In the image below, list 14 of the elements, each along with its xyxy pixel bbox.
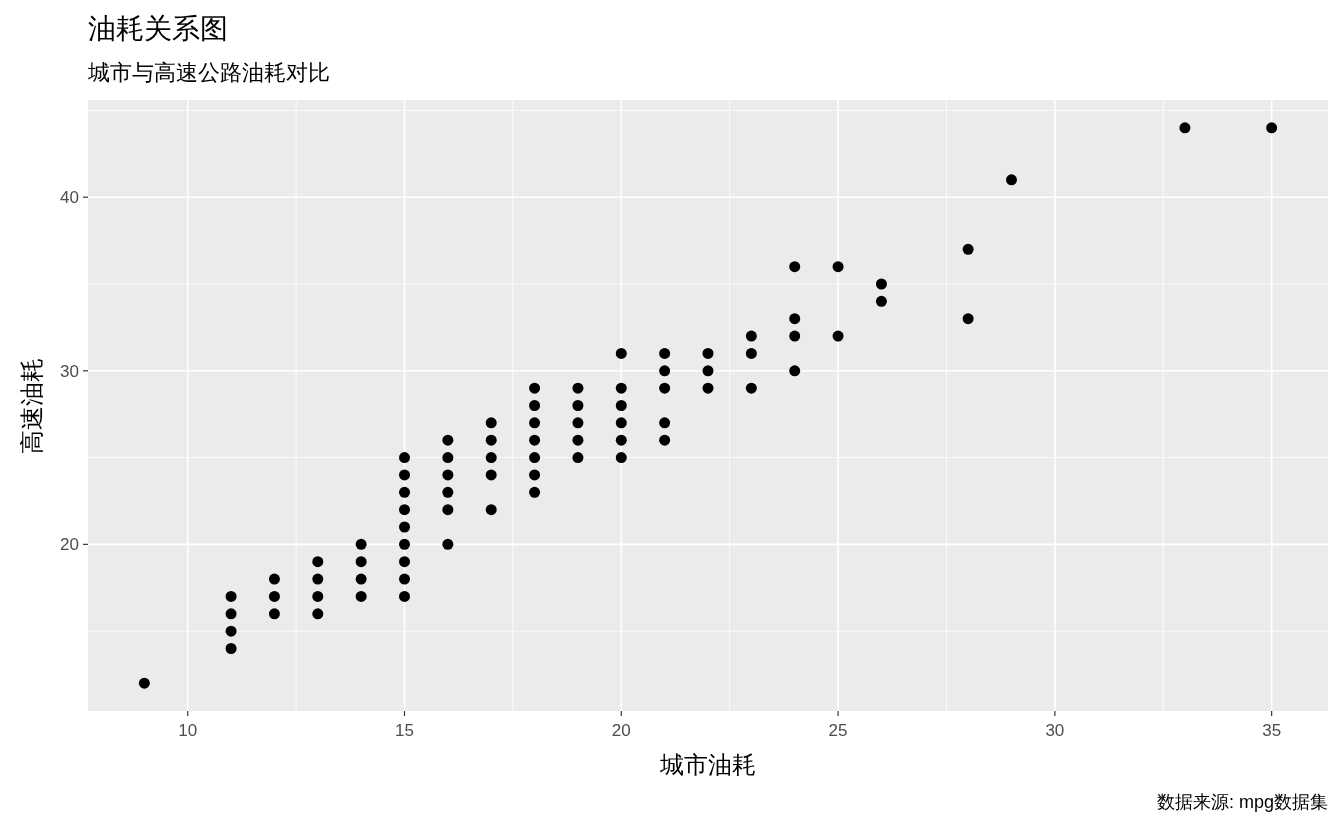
x-tick-label: 20 [611, 721, 631, 740]
x-tick-label: 25 [828, 721, 848, 740]
x-axis-title: 城市油耗 [659, 751, 756, 778]
y-tick-label: 30 [60, 361, 79, 381]
y-tick-label: 40 [60, 188, 79, 208]
source-note: 数据来源: mpg数据集 [1156, 792, 1328, 812]
x-tick-label: 30 [1045, 721, 1065, 740]
x-tick-label: 15 [395, 721, 414, 740]
y-axis-title: 高速油耗 [18, 357, 45, 454]
chart-subtitle: 城市与高速公路油耗对比 [87, 60, 330, 85]
x-tick-label: 35 [1262, 721, 1282, 740]
chart-title: 油耗关系图 [88, 13, 228, 44]
x-tick-label: 10 [178, 721, 198, 740]
y-tick-label: 20 [60, 535, 79, 555]
